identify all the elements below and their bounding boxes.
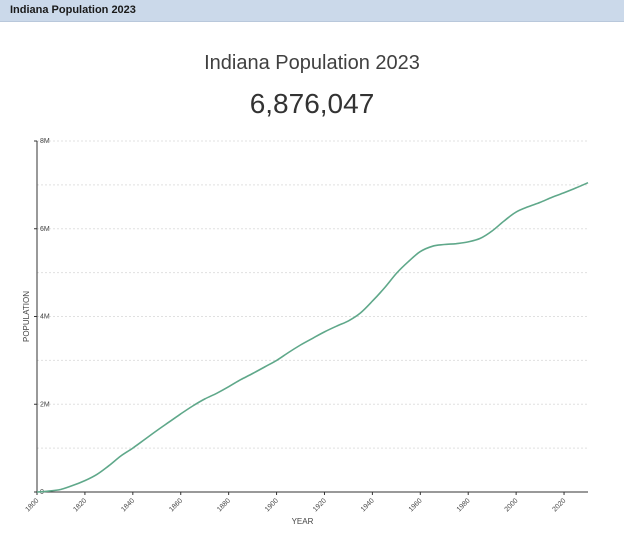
top-bar: Indiana Population 2023 [0, 0, 624, 22]
x-tick-label: 2000 [504, 497, 520, 513]
x-tick-label: 1960 [408, 497, 424, 513]
x-tick-label: 1980 [456, 497, 472, 513]
x-tick-label: 2020 [551, 497, 567, 513]
x-tick-label: 1920 [312, 497, 328, 513]
x-tick-label: 1880 [216, 497, 232, 513]
x-tick-label: 1840 [120, 497, 136, 513]
y-tick-label: 6M [40, 226, 50, 233]
y-tick-label: 2M [40, 401, 50, 408]
page-title: Indiana Population 2023 [204, 52, 420, 74]
top-bar-title: Indiana Population 2023 [10, 4, 136, 16]
y-tick-label: 8M [40, 138, 50, 145]
population-value: 6,876,047 [249, 88, 375, 119]
x-tick-label: 1940 [360, 497, 376, 513]
x-tick-label: 1860 [168, 497, 184, 513]
x-tick-label: 1820 [72, 497, 88, 513]
y-tick-label: 4M [40, 314, 50, 321]
x-tick-label: 1800 [24, 497, 40, 513]
x-tick-label: 1900 [264, 497, 280, 513]
y-axis-title: POPULATION [22, 291, 31, 342]
x-axis-title: YEAR [292, 517, 314, 526]
series-line-population [36, 181, 589, 493]
